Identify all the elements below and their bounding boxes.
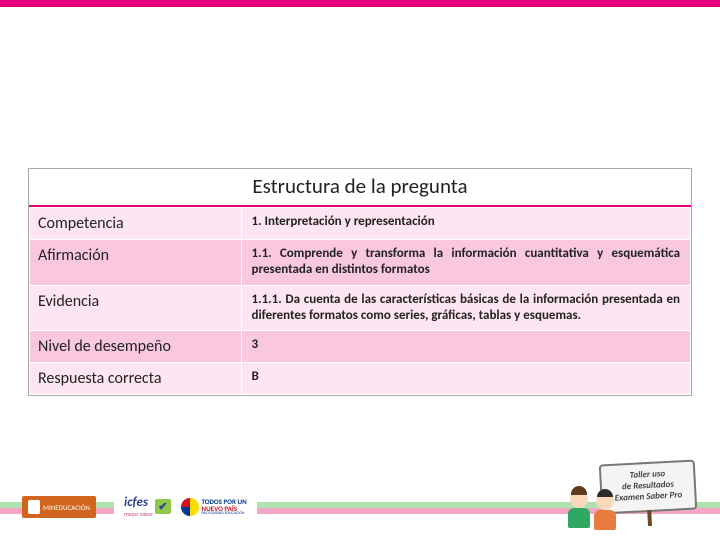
logo-icfes-text: icfes: [124, 495, 148, 510]
table-row: Evidencia 1.1.1. Da cuenta de las caract…: [30, 285, 691, 331]
row-label: Evidencia: [30, 285, 242, 331]
table-row: Afirmación 1.1. Comprende y transforma l…: [30, 240, 691, 286]
table-row: Nivel de desempeño 3: [30, 331, 691, 363]
logo-icfes: icfes mejor saber ✔: [124, 495, 171, 518]
row-label: Competencia: [30, 208, 242, 240]
logo-mineducacion-label: MINEDUCACIÓN: [43, 503, 90, 512]
structure-table: Estructura de la pregunta Competencia 1.…: [28, 168, 692, 396]
row-label: Nivel de desempeño: [30, 331, 242, 363]
logo-todos-por-un-nuevo-pais: TODOS POR UN NUEVO PAÍS PAZ EQUIDAD EDUC…: [181, 498, 247, 516]
row-label: Afirmación: [30, 240, 242, 286]
row-value: 1.1.1. Da cuenta de las características …: [241, 285, 690, 331]
table-body: Competencia 1. Interpretación y represen…: [29, 207, 691, 395]
check-icon: ✔: [155, 499, 170, 514]
row-value: 1. Interpretación y representación: [241, 208, 690, 240]
row-value: 1.1. Comprende y transforma la informaci…: [241, 240, 690, 286]
logo-mineducacion: MINEDUCACIÓN: [22, 496, 96, 518]
top-accent-bar: [0, 0, 720, 7]
logo-todos-l3: PAZ EQUIDAD EDUCACIÓN: [202, 512, 247, 516]
table-title: Estructura de la pregunta: [29, 169, 691, 207]
table-row: Respuesta correcta B: [30, 363, 691, 395]
kid-icon: [590, 492, 620, 530]
logo-todos-text: TODOS POR UN NUEVO PAÍS PAZ EQUIDAD EDUC…: [202, 498, 247, 516]
footer: MINEDUCACIÓN icfes mejor saber ✔ TODOS P…: [0, 466, 720, 540]
table-row: Competencia 1. Interpretación y represen…: [30, 208, 691, 240]
colombia-flag-icon: [181, 498, 199, 516]
shield-icon: [28, 500, 40, 514]
row-value: B: [241, 363, 690, 395]
row-label: Respuesta correcta: [30, 363, 242, 395]
taller-illustration: Taller uso de Resultados Examen Saber Pr…: [562, 446, 696, 530]
logo-group: icfes mejor saber ✔ TODOS POR UN NUEVO P…: [114, 491, 257, 522]
row-value: 3: [241, 331, 690, 363]
slide: Estructura de la pregunta Competencia 1.…: [0, 0, 720, 540]
logo-icfes-sub: mejor saber: [124, 510, 153, 518]
